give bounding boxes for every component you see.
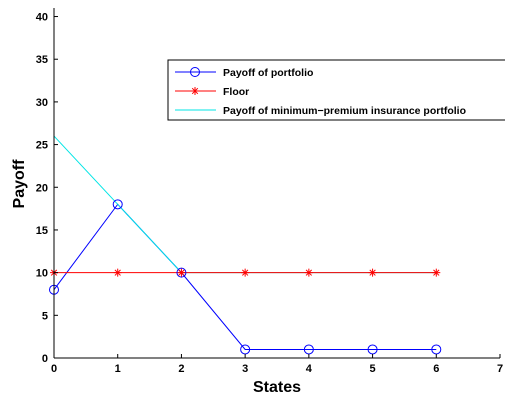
series-0-point [240, 344, 251, 355]
legend-box [167, 59, 505, 121]
legend-label-2: Payoff of minimum−premium insurance port… [223, 105, 466, 117]
series-1-point [241, 268, 250, 277]
x-tick-label: 3 [242, 363, 248, 375]
legend-marker-0 [190, 67, 200, 77]
series-1-point [304, 268, 313, 277]
x-tick-label: 1 [115, 363, 121, 375]
series-layer [49, 135, 442, 355]
y-tick-label: 30 [36, 97, 48, 109]
y-tick-label: 5 [42, 310, 48, 322]
series-0-point [112, 199, 123, 210]
y-tick-label: 40 [36, 12, 48, 24]
y-axis-label: Payoff [11, 159, 28, 209]
x-tick-label: 0 [51, 363, 57, 375]
series-1-point [432, 268, 441, 277]
axis-layer: 0 1 2 3 4 5 6 7 0 5 10 15 20 25 30 35 40 [36, 8, 503, 375]
legend: Payoff of portfolio Floor Payoff of minimu… [167, 59, 505, 121]
y-tick-label: 20 [36, 182, 48, 194]
legend-label-1: Floor [223, 86, 249, 98]
series-1-point [113, 268, 122, 277]
y-tick-label: 10 [36, 268, 48, 280]
series-0-point [431, 344, 442, 355]
legend-marker-1 [191, 87, 199, 95]
x-axis-label: States [253, 379, 301, 396]
x-tick-label: 7 [497, 363, 503, 375]
series-0-point [176, 267, 187, 278]
y-tick-label: 25 [36, 140, 48, 152]
legend-label-0: Payoff of portfolio [223, 67, 313, 79]
series-1-point [177, 268, 186, 277]
x-tick-label: 4 [306, 363, 313, 375]
x-tick-label: 2 [178, 363, 184, 375]
x-tick-label: 6 [433, 363, 439, 375]
series-0-point [367, 344, 378, 355]
y-tick-label: 0 [42, 353, 48, 365]
series-1-point [368, 268, 377, 277]
y-tick-label: 15 [36, 225, 48, 237]
series-0-point [303, 344, 314, 355]
x-tick-label: 5 [370, 363, 376, 375]
y-tick-label: 35 [36, 54, 48, 66]
